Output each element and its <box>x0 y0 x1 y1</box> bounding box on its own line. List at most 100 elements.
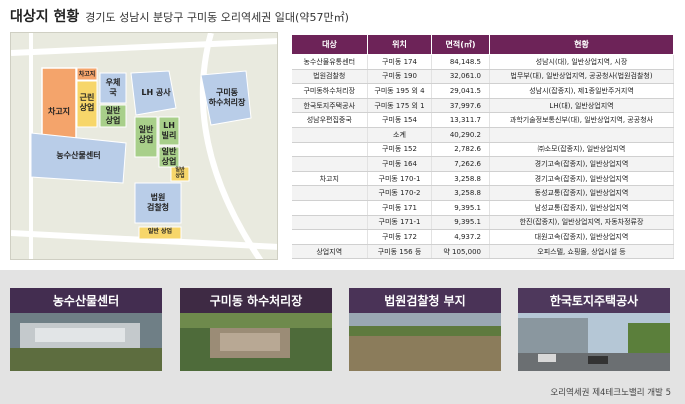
card-caption: 한국토지주택공사 <box>518 288 670 313</box>
table-cell <box>291 156 368 172</box>
table-cell: 구미동 195 외 4 <box>367 83 432 99</box>
table-cell: 성남시(잡종지), 제1종일반주거지역 <box>489 83 674 99</box>
table-cell <box>291 185 368 201</box>
page-subtitle: 경기도 성남시 분당구 구미동 오리역세권 일대(약57만㎡) <box>85 11 349 24</box>
page-footer: 오리역세권 제4테크노밸리 개발 5 <box>550 388 671 398</box>
table-cell: 구미동 154 <box>367 112 432 128</box>
header-area: 면적(㎡) <box>431 34 490 55</box>
map-label-chagoji2: 차고지 <box>78 71 96 78</box>
map-label-ilban3: 일반 상업 <box>161 147 177 166</box>
table-cell <box>291 127 368 143</box>
table-cell: 구미동 170-1 <box>367 171 432 187</box>
table-row: 성남우편집중국 구미동 154 13,311.7 과학기술정보통신부(대), 일반상업… <box>291 112 674 128</box>
table-row: 구미동 172 4,937.2 대원고속(잡종지), 일반상업지역 <box>291 229 674 245</box>
table-cell: 9,395.1 <box>431 215 490 231</box>
table-row: 농수산물유통센터 구미동 174 84,148.5 성남시(대), 일반상업지역, 시… <box>291 54 674 70</box>
table-row: 구미동 152 2,782.6 ㈜소모(잡종지), 일반상업지역 <box>291 142 674 158</box>
table-cell: ㈜소모(잡종지), 일반상업지역 <box>489 142 674 158</box>
photo-card-hasu: 구미동 하수처리장 <box>180 288 332 371</box>
table-cell: 구미동 174 <box>367 54 432 70</box>
table-cell: 3,258.8 <box>431 171 490 187</box>
table-cell: 구미동 190 <box>367 69 432 85</box>
table-cell: 구미동 164 <box>367 156 432 172</box>
table-row: 구미동하수처리장 구미동 195 외 4 29,041.5 성남시(잡종지), 제1종… <box>291 83 674 99</box>
table-row: 차고지 구미동 170-1 3,258.8 경기고속(잡종지), 일반상업지역 <box>291 171 674 187</box>
table-cell: 구미동 175 외 1 <box>367 98 432 114</box>
table-cell: 32,061.0 <box>431 69 490 85</box>
table-cell: 구미동 171-1 <box>367 215 432 231</box>
table-cell: 차고지 <box>291 171 368 187</box>
map-drawing <box>11 33 277 259</box>
table-cell: 구미동 152 <box>367 142 432 158</box>
table-cell: 구미동 172 <box>367 229 432 245</box>
table-header-row: 대상 위치 면적(㎡) 현황 <box>291 34 674 55</box>
table-cell <box>291 142 368 158</box>
map-label-chagoji: 차고지 <box>47 107 71 116</box>
table-cell: 남성교통(잡종지), 일반상업지역 <box>489 200 674 216</box>
table-cell: 한진(잡종지), 일반상업지역, 자동차정류장 <box>489 215 674 231</box>
table-cell: 4,937.2 <box>431 229 490 245</box>
table-row: 구미동 171 9,395.1 남성교통(잡종지), 일반상업지역 <box>291 200 674 216</box>
table-cell: 7,262.6 <box>431 156 490 172</box>
header-location: 위치 <box>367 34 432 55</box>
table-cell: 소계 <box>367 127 432 143</box>
table-cell <box>489 127 674 143</box>
table-cell: 40,290.2 <box>431 127 490 143</box>
table-cell: 약 105,000 <box>431 244 490 260</box>
page-title: 대상지 현황 <box>10 9 80 25</box>
map-label-nonghyup: 농수산물센터 <box>56 151 101 160</box>
map-label-lh-ville: LH 빌리 <box>161 121 177 140</box>
table-cell: 상업지역 <box>291 244 368 260</box>
table-row: 구미동 170-2 3,258.8 동성교통(잡종지), 일반상업지역 <box>291 185 674 201</box>
table-cell: 9,395.1 <box>431 200 490 216</box>
table-row: 구미동 171-1 9,395.1 한진(잡종지), 일반상업지역, 자동차정류장 <box>291 215 674 231</box>
table-cell: 13,311.7 <box>431 112 490 128</box>
table-cell <box>291 200 368 216</box>
map-label-ilban1: 일반 상업 <box>105 106 121 125</box>
map-label-ucheguk: 우체 국 <box>105 78 121 97</box>
table-row: 한국토지주택공사 구미동 175 외 1 37,997.6 LH(대), 일반상업지역 <box>291 98 674 114</box>
map-label-ilban4: 일반 상업 <box>147 228 173 235</box>
photo-card-lh: 한국토지주택공사 <box>518 288 670 371</box>
photo-card-court: 법원검찰청 부지 <box>349 288 501 371</box>
table-cell: 구미동하수처리장 <box>291 83 368 99</box>
table-cell <box>291 215 368 231</box>
table-cell <box>291 229 368 245</box>
table-cell: 29,041.5 <box>431 83 490 99</box>
page-header: 대상지 현황 경기도 성남시 분당구 구미동 오리역세권 일대(약57만㎡) <box>10 6 349 28</box>
table-cell: 과학기술정보통신부(대), 일반상업지역, 공공청사 <box>489 112 674 128</box>
header-status: 현황 <box>489 34 674 55</box>
map-label-court: 법원 검찰청 <box>146 193 170 212</box>
table-cell: 동성교통(잡종지), 일반상업지역 <box>489 185 674 201</box>
table-cell: 구미동 170-2 <box>367 185 432 201</box>
table-cell: 경기고속(잡종지), 일반상업지역 <box>489 171 674 187</box>
header-target: 대상 <box>291 34 368 55</box>
table-cell: 37,997.6 <box>431 98 490 114</box>
table-cell: 법원검찰청 <box>291 69 368 85</box>
table-cell: LH(대), 일반상업지역 <box>489 98 674 114</box>
table-cell: 대원고속(잡종지), 일반상업지역 <box>489 229 674 245</box>
table-cell: 경기고속(잡종지), 일반상업지역 <box>489 156 674 172</box>
table-cell: 성남우편집중국 <box>291 112 368 128</box>
table-row: 법원검찰청 구미동 190 32,061.0 법무부(대), 일반상업지역, 공공청사… <box>291 69 674 85</box>
map-label-geunrin: 근린 상업 <box>79 93 95 112</box>
card-caption: 법원검찰청 부지 <box>349 288 501 313</box>
card-caption: 구미동 하수처리장 <box>180 288 332 313</box>
map-label-gumi-hasu: 구미동 하수처리장 <box>208 88 246 107</box>
table-cell: 구미동 171 <box>367 200 432 216</box>
table-row: 소계 40,290.2 <box>291 127 674 143</box>
table-row: 구미동 164 7,262.6 경기고속(잡종지), 일반상업지역 <box>291 156 674 172</box>
site-table: 대상 위치 면적(㎡) 현황 농수산물유통센터 구미동 174 84,148.5 성남… <box>291 34 674 260</box>
card-caption: 농수산물센터 <box>10 288 162 313</box>
table-cell: 법무부(대), 일반상업지역, 공공청사(법원검찰청) <box>489 69 674 85</box>
table-cell: 한국토지주택공사 <box>291 98 368 114</box>
site-map: 차고지 차고지 근린 상업 우체 국 일반 상업 LH 공사 구미동 하수처리장… <box>10 32 278 260</box>
map-label-ilban-small: 일반 상업 <box>175 167 185 179</box>
map-label-lh: LH 공사 <box>141 88 171 97</box>
table-cell: 2,782.6 <box>431 142 490 158</box>
table-cell: 구미동 156 등 <box>367 244 432 260</box>
photo-card-nonghyup: 농수산물센터 <box>10 288 162 371</box>
table-cell: 농수산물유통센터 <box>291 54 368 70</box>
table-cell: 3,258.8 <box>431 185 490 201</box>
